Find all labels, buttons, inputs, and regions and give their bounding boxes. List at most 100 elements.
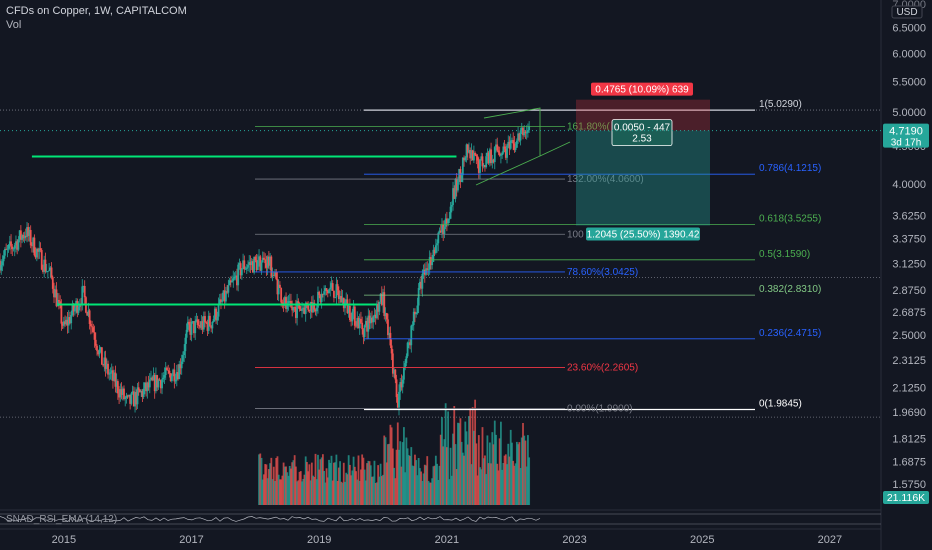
stop-label-box [591,82,693,96]
candle-body [298,302,301,310]
volume-bar [277,474,280,505]
candle-body [244,268,247,270]
candle-body [414,311,416,315]
volume-bar [393,467,395,505]
volume-bar [308,464,311,505]
candle-body [485,156,488,168]
volume-bar [331,480,334,505]
volume-bar [491,432,494,505]
volume-bar [399,441,402,505]
candle-body [351,311,354,322]
candle-body [148,379,151,388]
candle-body [193,321,195,334]
candle-body [155,375,157,392]
candle-body [447,219,450,224]
volume-bar [410,447,413,505]
candle-body [142,388,145,398]
candle-body [216,316,219,321]
candle-body [491,159,494,164]
candle-body [237,264,240,286]
volume-bar [353,466,356,505]
price-axis-tick-label: 6.0000 [892,48,926,60]
candle-body [158,379,161,381]
candle-body [488,149,491,164]
candle-body [147,382,150,388]
candle-body [43,259,46,272]
candle-body [317,291,319,308]
candle-body [146,382,149,392]
volume-bar [351,470,354,505]
candle-body [38,248,41,252]
candle-body [513,143,516,150]
candle-body [234,275,237,277]
candle-body [247,264,249,268]
candle-body [96,345,98,351]
candle-body [509,140,512,149]
current-price-tag[interactable] [883,123,929,148]
volume-bar [337,467,340,505]
volume-bar [333,462,335,505]
candle-body [220,299,222,302]
candle-body [229,280,232,283]
volume-value-tag[interactable] [883,491,929,504]
take-profit-zone[interactable] [576,130,710,226]
candle-body [107,363,109,375]
price-axis-tick-label: 1.8125 [892,434,926,446]
volume-bar [317,454,319,505]
triangle-pattern[interactable] [475,107,541,186]
candle-body [321,293,324,295]
candle-body [39,248,42,251]
candle-body [442,224,445,235]
candle-body [315,307,318,312]
volume-bar [443,439,446,505]
volume-bar [275,458,278,505]
volume-bar [356,479,359,505]
volume-bar [523,435,526,505]
candle-body [42,269,44,272]
volume-bar [513,465,516,505]
volume-bar [482,458,485,505]
volume-bar [267,469,270,505]
candle-body [218,299,221,304]
candle-body [49,267,52,271]
candle-body [362,329,365,338]
candle-body [77,307,80,313]
candle-body [439,230,442,233]
candle-body [416,305,419,314]
currency-badge[interactable] [891,5,923,19]
candle-body [65,319,68,325]
candle-body [2,255,5,262]
candle-body [15,241,17,246]
candle-body [261,257,264,263]
volume-bar [310,462,313,505]
candle-body [118,393,120,398]
candle-body [373,314,376,317]
volume-bar [367,460,370,505]
candle-body [524,131,527,134]
candle-body [436,243,438,246]
volume-bar [382,474,384,505]
trend-line[interactable] [539,141,571,157]
candle-body [202,316,205,330]
time-axis-label: 2021 [435,534,459,546]
candle-body [379,293,382,302]
candle-body [461,157,464,176]
candle-body [517,133,519,141]
candle-body [253,257,256,273]
volume-bar [434,455,437,505]
volume-bar [476,475,479,505]
candle-body [437,232,440,244]
volume-bar [507,443,510,505]
volume-bar [457,422,459,505]
price-axis-panel[interactable] [881,0,932,550]
volume-bar [379,463,382,505]
candle-body [87,310,90,316]
candle-body [205,322,208,323]
volume-bar [420,471,423,505]
volume-bar [414,454,416,505]
volume-bar [474,399,477,505]
candle-body [8,241,11,245]
candle-body [335,284,338,298]
candle-body [523,131,526,136]
